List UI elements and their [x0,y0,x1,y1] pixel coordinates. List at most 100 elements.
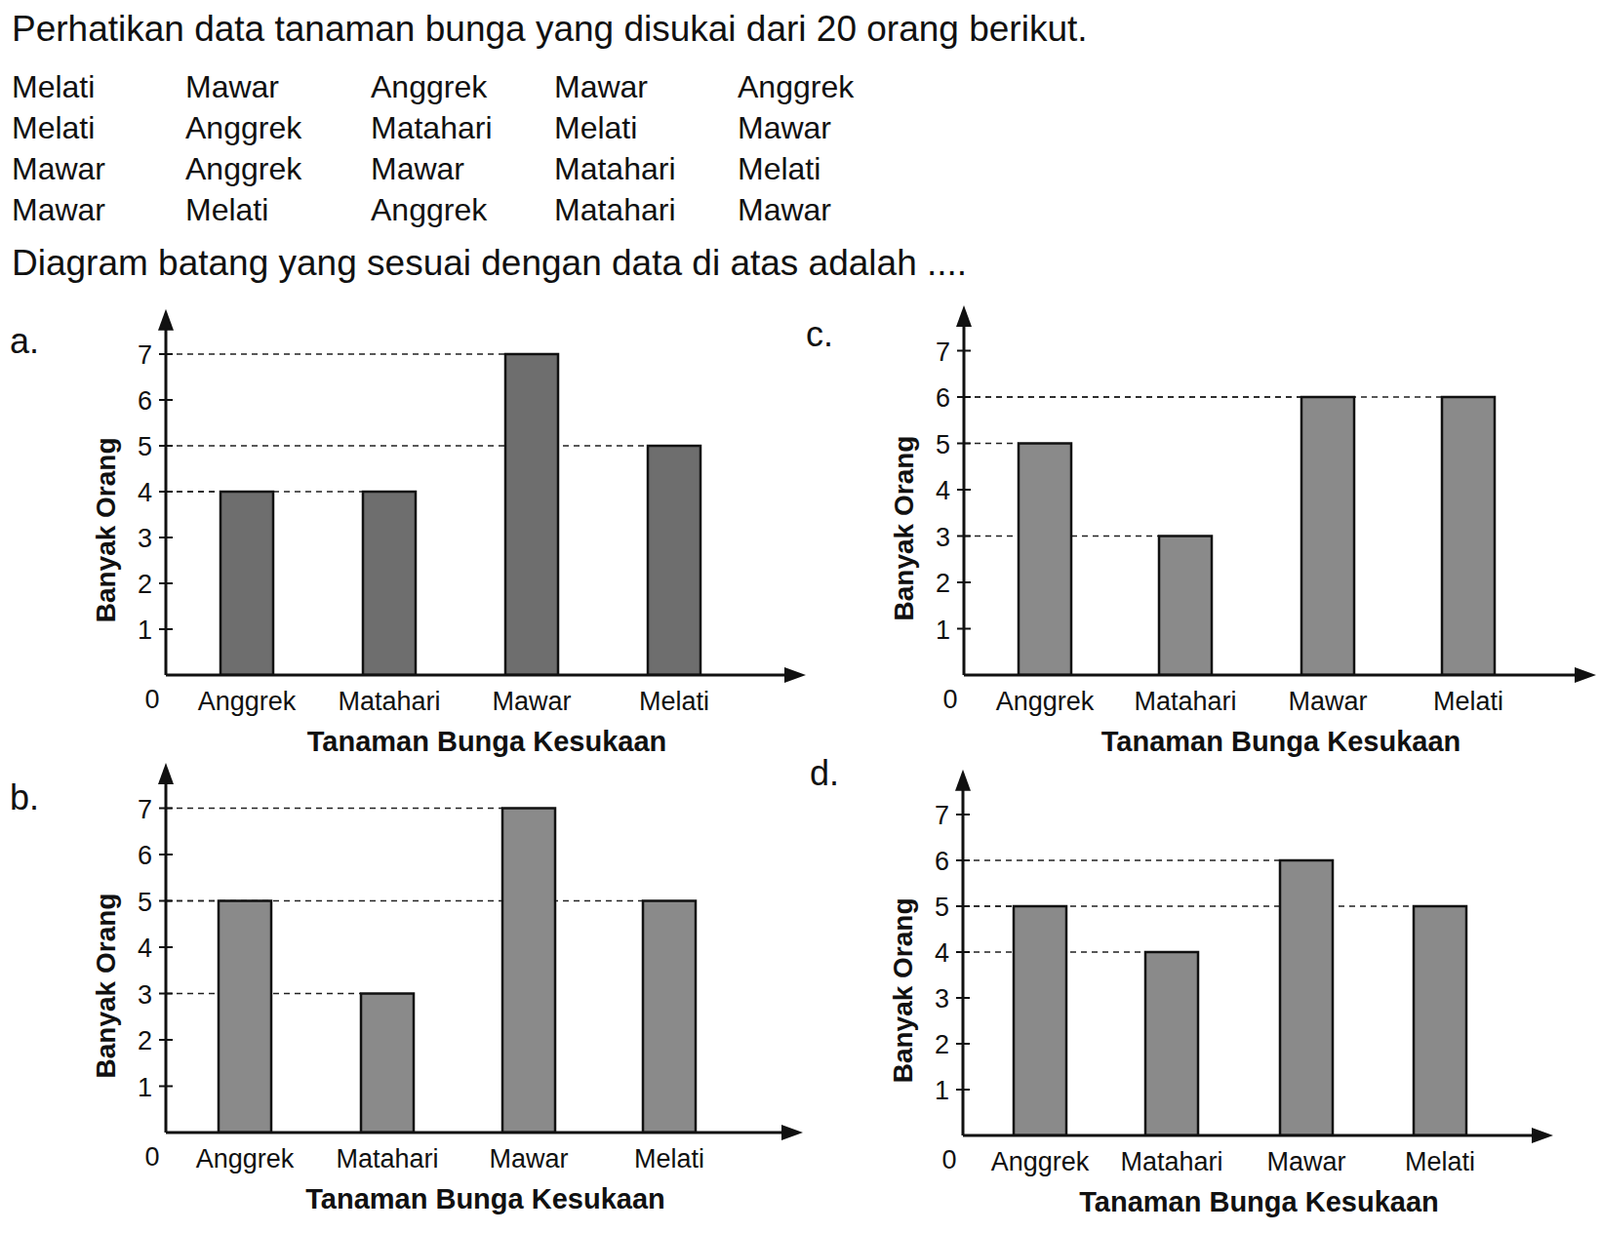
x-arrow [784,667,806,683]
data-cell: Anggrek [185,151,303,187]
y-axis [961,787,965,1136]
y-arrow [158,762,174,785]
y-tick [956,905,970,908]
y-tick [957,535,971,538]
x-arrow [781,1124,803,1141]
bar [1441,397,1495,676]
x-tick-label: Anggrek [991,1147,1090,1177]
guide-line [963,396,1302,399]
bar [1413,906,1467,1136]
y-tick [957,350,971,353]
bar [1159,536,1212,677]
y-tick-label: 6 [934,846,950,877]
y-tick [159,353,173,356]
data-cell: Melati [11,110,95,146]
y-tick-label: 2 [137,569,153,600]
guide-line [962,859,1280,862]
y-tick-label: 5 [137,432,153,462]
y-tick [956,859,970,862]
bars [1018,397,1495,676]
y-tick [956,997,970,1000]
y-axis [164,326,168,676]
data-cell: Melati [554,110,638,146]
y-tick-label: 6 [137,386,153,416]
y-tick [957,488,971,491]
y-tick [159,1085,173,1088]
y-axis-title: Banyak Orang [888,436,920,622]
y-tick [957,442,971,445]
bar [642,901,696,1134]
bar [362,491,416,676]
y-axis [164,780,168,1133]
x-tick-label: Mawar [491,686,571,717]
bar [360,994,414,1134]
y-tick-label: 3 [935,522,951,553]
option-letter: b. [9,777,40,818]
data-cell: Mawar [11,192,106,228]
bar-chart: d.01234567AnggrekMatahariMawarMelatiTana… [809,753,1554,1218]
x-axis-title: Tanaman Bunga Kesukaan [1101,725,1462,758]
data-cell: Matahari [554,192,677,228]
bar [1013,906,1067,1136]
y-tick-label: 4 [137,478,153,508]
option-letter: d. [809,753,840,794]
x-tick-label: Melati [639,686,710,717]
x-arrow [1531,1127,1554,1144]
x-tick-label: Matahari [335,1144,439,1174]
data-cell: Matahari [370,110,493,146]
y-tick [159,490,173,493]
data-cell: Anggrek [737,69,855,105]
y-axis [962,322,966,676]
x-tick-label: Anggrek [196,1144,295,1174]
data-cell: Matahari [554,151,677,187]
y-arrow [956,305,972,327]
bar [1280,860,1333,1136]
y-tick-label: 1 [137,615,153,645]
bars [220,354,701,676]
y-tick-label: 4 [935,476,951,506]
y-tick-label: 2 [935,568,951,599]
x-axis [962,1134,1536,1138]
bar-chart: b.01234567AnggrekMatahariMawarMelatiTana… [9,762,803,1215]
bar [1018,443,1072,677]
data-cell: Mawar [554,69,648,105]
y-tick [159,807,173,810]
bar [502,808,556,1134]
data-cell: Anggrek [370,192,488,228]
x-tick-label: Melati [1433,686,1504,717]
guide-line [963,396,1442,399]
y-tick [956,813,970,816]
bar [218,901,272,1134]
x-tick-label: Mawar [1287,686,1367,717]
data-cell: Melati [11,69,95,105]
y-tick [957,581,971,584]
data-cell: Mawar [737,110,832,146]
y-tick-label: 7 [137,795,153,825]
x-tick-label: Anggrek [198,686,297,717]
y-tick-label: 1 [934,1076,950,1106]
guide-line [963,442,1019,445]
guide-line [165,353,506,356]
data-cell: Mawar [11,151,106,187]
bar [505,354,559,676]
y-tick [159,628,173,631]
y-tick-label: 3 [137,980,153,1010]
bar-chart: a.01234567AnggrekMatahariMawarMelatiTana… [9,309,806,758]
x-tick-label: Melati [634,1144,705,1174]
x-axis-title: Tanaman Bunga Kesukaan [1079,1186,1440,1218]
y-tick [159,946,173,949]
bar [1301,397,1355,676]
x-tick-label: Mawar [488,1144,568,1174]
option-letter: a. [9,320,40,361]
bars [218,808,696,1134]
y-tick-label: 7 [935,337,951,367]
prompt: Diagram batang yang sesuai dengan data d… [11,242,967,283]
x-axis [165,674,789,678]
option-letter: c. [805,314,834,355]
data-cell: Anggrek [185,110,303,146]
data-cell: Mawar [370,151,465,187]
y-tick [956,1088,970,1091]
y-tick-label: 1 [935,615,951,645]
y-arrow [955,769,971,792]
y-tick-label: 6 [137,840,153,871]
